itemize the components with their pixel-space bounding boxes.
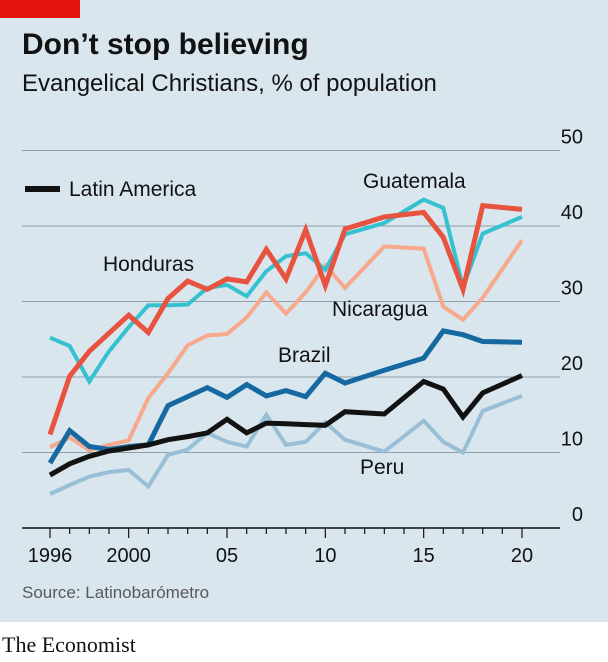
- chart-title: Don’t stop believing: [22, 28, 309, 61]
- y-tick-label: 50: [561, 127, 583, 149]
- x-tick-label: 10: [314, 545, 336, 567]
- chart-panel: [0, 0, 608, 622]
- honduras-line: [49, 197, 523, 386]
- y-tick-label: 30: [561, 278, 583, 300]
- x-axis: 1996 2000 05 10 15 20: [28, 528, 533, 567]
- x-tick-label: 05: [216, 545, 238, 567]
- series-label-nicaragua: Nicaragua: [332, 298, 428, 321]
- x-tick-label: 1996: [28, 545, 73, 567]
- series-label-brazil: Brazil: [278, 344, 331, 367]
- legend: Latin America: [25, 178, 197, 201]
- x-tick-label: 15: [413, 545, 435, 567]
- series-labels: Peru Nicaragua Honduras Brazil Guatemala: [103, 170, 466, 479]
- latin-america-line: [48, 373, 524, 478]
- line-chart: 0 10 20 30 40 50 1996 2000 05 10 15 20 Peru Nicarag…: [22, 127, 583, 567]
- y-tick-label: 20: [561, 353, 583, 375]
- economist-logo: The Economist: [2, 632, 136, 657]
- x-tick-label: 20: [511, 545, 533, 567]
- series-lines: [47, 197, 524, 496]
- series-label-honduras: Honduras: [103, 253, 194, 276]
- chart-subtitle: Evangelical Christians, % of population: [22, 70, 437, 97]
- gridlines: [22, 150, 560, 529]
- y-axis-labels: 0 10 20 30 40 50: [561, 127, 583, 527]
- series-label-guatemala: Guatemala: [363, 170, 466, 193]
- guatemala-line: [47, 202, 523, 436]
- nicaragua-line: [49, 239, 524, 453]
- legend-label-latin-america: Latin America: [69, 178, 197, 201]
- brand-red-tag: [0, 0, 80, 18]
- peru-line: [49, 394, 523, 496]
- series-label-peru: Peru: [360, 456, 404, 479]
- source-note: Source: Latinobarómetro: [22, 583, 210, 602]
- y-tick-label: 40: [561, 202, 583, 224]
- y-tick-label: 0: [572, 504, 583, 526]
- y-tick-label: 10: [561, 429, 583, 451]
- x-tick-label: 2000: [106, 545, 151, 567]
